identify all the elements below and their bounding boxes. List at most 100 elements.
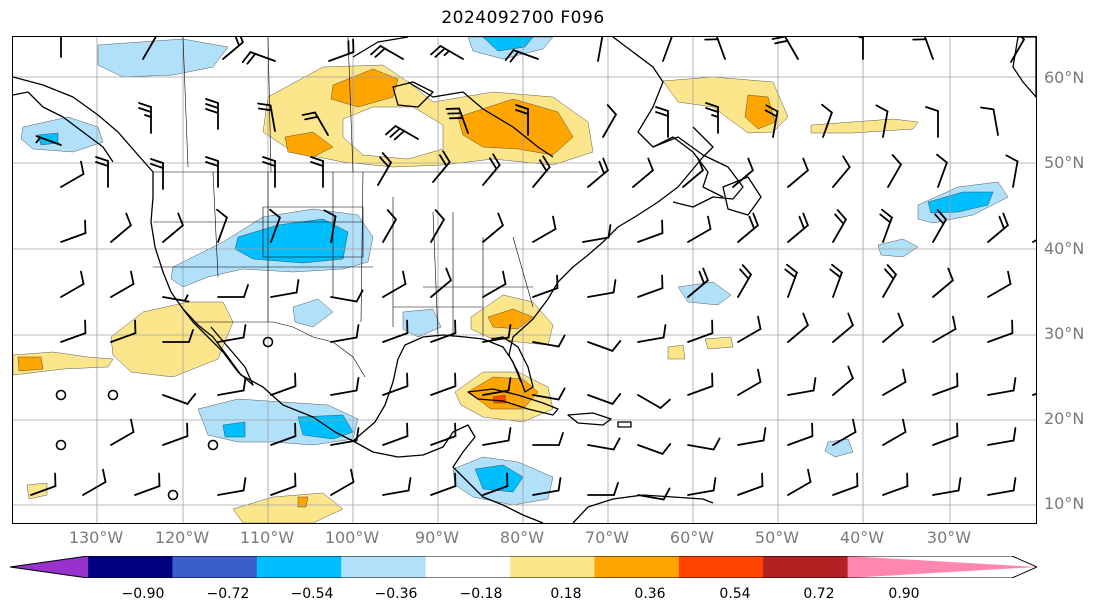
wind-barb-flag [80,270,85,285]
wind-barb-flag [1012,377,1017,392]
wind-barb-shaft [382,385,409,396]
wind-barb [370,45,404,60]
wind-barb [655,106,669,138]
anomaly-contour [824,438,854,458]
wind-barb [737,212,759,243]
wind-barb-shaft [270,385,297,396]
wind-barb-flag [84,319,87,335]
wind-barb-shaft [382,489,410,496]
wind-barb-flag [242,377,247,392]
wind-barb-shaft [330,389,358,396]
wind-barb-flag [445,107,461,110]
wind-barb-shaft [270,291,298,298]
wind-barb-flag [956,372,959,388]
colorbar-segment [594,556,680,578]
wind-barb-flag [294,472,297,488]
coastline [617,421,632,428]
wind-barb-shaft [270,485,297,496]
state-border [262,206,364,258]
wind-barb-flag [304,115,319,121]
wind-barb [430,209,445,243]
wind-barb-flag [879,213,892,224]
anomaly-contour [487,308,534,330]
wind-barb [1032,385,1036,396]
wind-barb-flag [557,334,566,348]
lon-label-70w: 70°W [584,528,630,547]
state-border [193,321,366,378]
wind-barb [110,319,137,343]
wind-barb [732,157,754,188]
wind-barb-flag [702,267,709,282]
wind-barb [925,106,939,138]
wind-barb-shaft [430,435,457,446]
wind-barb-flag [355,289,364,303]
calm-wind-circle [167,489,179,501]
wind-barb-flag [761,472,764,488]
wind-barb [482,153,501,186]
anomaly-contour [297,496,309,508]
wind-barb-flag [205,156,219,162]
wind-barb-flag [381,152,392,164]
wind-barb-flag [177,212,184,227]
wind-barb-flag [515,104,529,110]
wind-barb-shaft [142,37,157,60]
wind-barb-shaft [602,113,617,138]
wind-barb-shaft [882,273,897,298]
wind-barb-shaft [382,218,397,243]
wind-barb-shaft [482,283,507,298]
wind-barb [882,312,904,343]
wind-barb-shaft [217,489,245,496]
wind-barb-flag [205,108,219,114]
lon-label-100w: 100°W [324,528,380,547]
wind-barb [932,372,959,396]
wind-barb-flag [150,163,164,169]
wind-barb [587,279,617,298]
wind-barb-flag [134,319,137,335]
wind-barb-flag [246,52,257,65]
wind-barb-flag [711,319,714,335]
coastline [722,176,762,216]
wind-barb-shaft [110,224,132,243]
colorbar-segment [256,556,342,578]
wind-barb-shaft [732,169,754,188]
wind-barb [330,468,355,496]
lat-label-60n: 60°N [1044,68,1085,87]
wind-barb-flag [811,422,814,438]
wind-barb-flag [661,219,664,235]
wind-barb-flag [847,365,854,380]
wind-barb-flag [906,472,909,488]
wind-barb [385,125,419,141]
anomaly-contour [482,37,534,52]
wind-barb [936,153,948,188]
lon-label-50w: 50°W [754,528,800,547]
wind-barb-shaft [737,381,762,396]
wind-barb-half-flag [183,294,189,302]
wind-barb [737,472,764,496]
wind-barb-shaft [787,435,814,446]
wind-barb [932,422,959,446]
wind-barb-flag [130,418,135,433]
wind-barb-shaft [787,389,815,396]
wind-barb [832,472,859,496]
wind-barb-flag [881,208,893,219]
wind-barb-shaft [60,283,85,298]
wind-barb [784,263,798,298]
wind-barb [482,324,512,343]
wind-barb-shaft [832,377,854,396]
wind-barb [217,377,247,396]
colorbar-segment [341,556,427,578]
wind-barb-flag [786,263,798,274]
wind-barb-shaft [430,279,452,298]
state-border [212,171,364,323]
colorbar-extend-low [10,556,88,578]
wind-barb-shaft [687,228,712,243]
coastline [352,334,522,442]
wind-barb-shaft [932,435,959,446]
wind-barb [162,393,197,405]
wind-barb [515,104,529,136]
wind-barb-half-flag [711,114,719,118]
wind-barb-flag [406,372,409,388]
wind-barb-flag [598,160,605,175]
wind-barb-flag [454,372,457,388]
wind-barb-shaft [482,164,501,186]
